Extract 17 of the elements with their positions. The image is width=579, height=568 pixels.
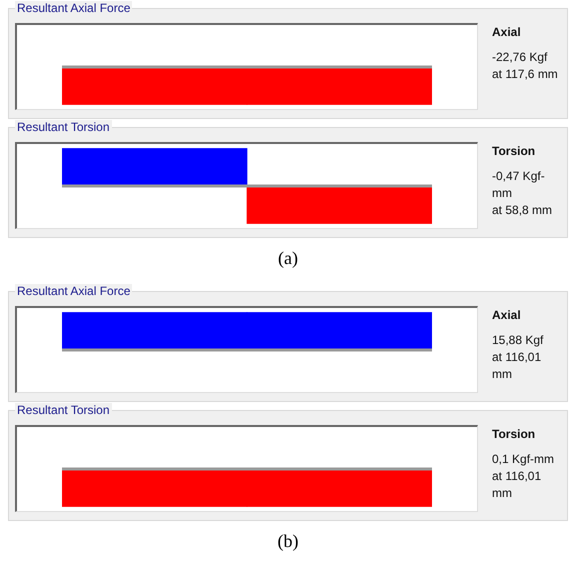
chart-title: Resultant Axial Force: [15, 1, 132, 15]
text: Axial: [492, 25, 522, 39]
text: -22,76 Kgf: [492, 49, 548, 66]
text: at 116,01 mm: [492, 349, 542, 383]
text: 15,88 Kgf: [492, 332, 544, 349]
text: Torsion: [492, 144, 536, 158]
text: Torsion: [492, 427, 536, 441]
text: (b): [276, 531, 300, 552]
chart-title: Resultant Axial Force: [15, 284, 132, 298]
text: (a): [277, 248, 299, 269]
chart-title: Resultant Torsion: [15, 403, 112, 417]
text: Axial: [492, 308, 522, 322]
text: 0,1 Kgf-mm: [492, 451, 556, 468]
text: at 58,8 mm: [492, 202, 554, 219]
text: at 117,6 mm: [492, 66, 558, 83]
text: at 116,01 mm: [492, 468, 542, 502]
chart-title: Resultant Torsion: [15, 120, 112, 134]
